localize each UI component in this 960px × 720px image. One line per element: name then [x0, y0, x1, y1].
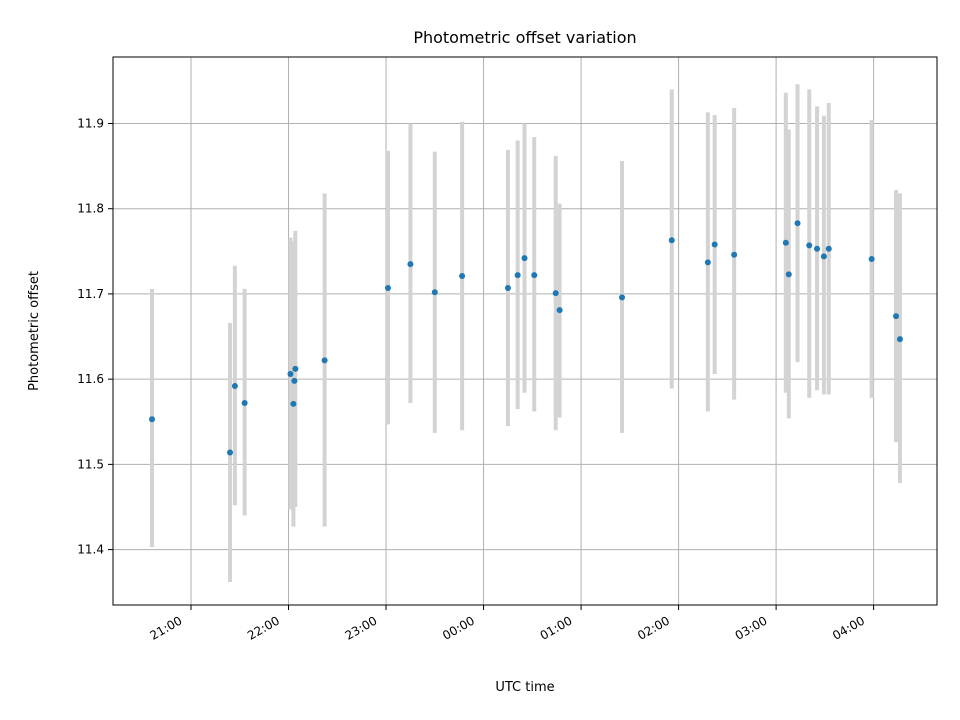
data-point: [619, 294, 626, 301]
data-point: [731, 251, 738, 258]
y-tick-label: 11.8: [77, 202, 104, 216]
y-tick-label: 11.5: [77, 457, 104, 471]
data-point: [231, 382, 238, 389]
data-point: [227, 449, 234, 456]
data-point: [531, 272, 538, 279]
data-point: [384, 284, 391, 291]
data-point: [820, 253, 827, 260]
x-tick-label: 04:00: [830, 613, 867, 642]
chart-title: Photometric offset variation: [413, 28, 636, 47]
x-tick-label: 01:00: [538, 613, 575, 642]
data-point: [292, 365, 299, 372]
point-layer: [149, 220, 903, 456]
data-point: [782, 239, 789, 246]
data-point: [896, 336, 903, 343]
tick-layer: 21:00 22:00 23:00 00:00 01:00 02:00 03:00 04:00…: [77, 116, 875, 643]
data-point: [711, 241, 718, 248]
data-point: [552, 290, 559, 297]
x-axis-label: UTC time: [495, 680, 554, 695]
data-point: [321, 357, 328, 364]
data-point: [814, 245, 821, 252]
data-point: [241, 400, 248, 407]
data-point: [407, 261, 414, 268]
x-tick-label: 02:00: [635, 613, 672, 642]
y-tick-label: 11.9: [77, 116, 104, 130]
data-point: [287, 371, 294, 378]
data-point: [291, 377, 298, 384]
y-tick-label: 11.6: [77, 372, 104, 386]
data-point: [149, 416, 156, 423]
data-point: [459, 273, 466, 280]
x-tick-label: 22:00: [245, 613, 282, 642]
x-tick-label: 00:00: [440, 613, 477, 642]
x-tick-label: 03:00: [733, 613, 770, 642]
data-point: [504, 284, 511, 291]
y-tick-label: 11.7: [77, 287, 104, 301]
data-point: [893, 313, 900, 320]
data-point: [290, 400, 297, 407]
y-tick-label: 11.4: [77, 543, 104, 557]
data-point: [868, 255, 875, 262]
data-point: [514, 272, 521, 279]
data-point: [521, 255, 528, 262]
x-tick-label: 23:00: [343, 613, 380, 642]
errorbar-layer: [150, 84, 902, 582]
x-tick-label: 21:00: [148, 613, 185, 642]
data-point: [556, 307, 563, 314]
data-point: [785, 271, 792, 278]
data-point: [794, 220, 801, 227]
data-point: [806, 242, 813, 249]
data-point: [825, 245, 832, 252]
y-axis-label: Photometric offset: [27, 271, 42, 391]
data-point: [668, 237, 675, 244]
data-point: [704, 259, 711, 266]
data-point: [431, 289, 438, 296]
plot-frame: [112, 56, 938, 606]
